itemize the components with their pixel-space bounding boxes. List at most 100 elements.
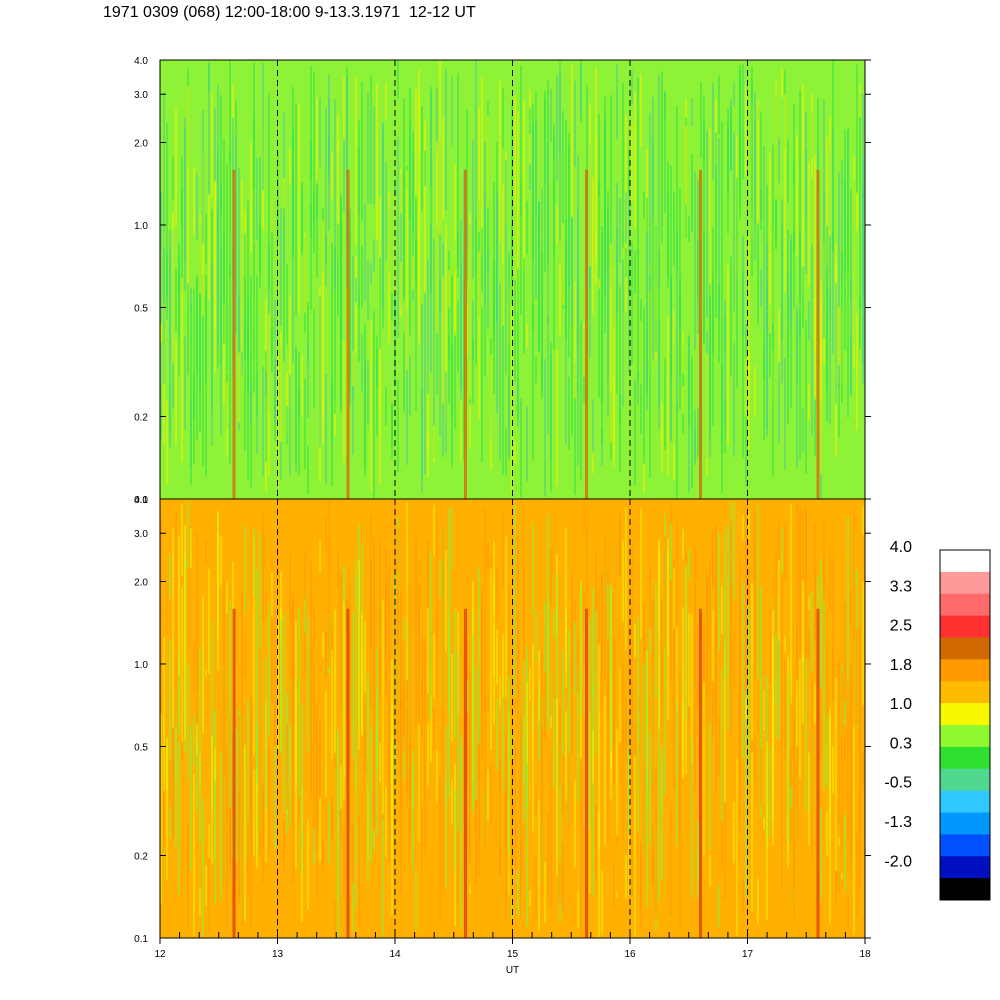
texture-streak (730, 256, 732, 377)
texture-streak (481, 587, 483, 649)
texture-streak (691, 356, 693, 489)
texture-streak (298, 389, 300, 476)
texture-streak (259, 531, 261, 718)
texture-streak (430, 695, 432, 762)
texture-streak (595, 67, 597, 261)
texture-streak (688, 216, 690, 242)
texture-streak (433, 698, 435, 750)
texture-streak (631, 545, 633, 717)
texture-streak (334, 752, 336, 935)
texture-streak (853, 726, 855, 935)
texture-streak (547, 596, 549, 720)
texture-streak (478, 251, 480, 419)
texture-streak (424, 643, 426, 801)
texture-streak (337, 729, 339, 899)
texture-streak (493, 541, 495, 616)
texture-streak (589, 177, 591, 358)
texture-streak (283, 819, 285, 852)
texture-streak (256, 275, 258, 416)
texture-streak (367, 91, 369, 205)
texture-streak (754, 365, 756, 417)
texture-streak (718, 138, 720, 320)
texture-streak (826, 714, 828, 787)
texture-streak (571, 217, 573, 326)
texture-streak (490, 750, 492, 825)
texture-streak (613, 864, 615, 909)
texture-streak (451, 76, 453, 146)
texture-streak (340, 765, 342, 810)
texture-streak (838, 307, 840, 366)
texture-streak (859, 727, 861, 889)
texture-streak (241, 760, 243, 926)
texture-streak (439, 560, 441, 598)
texture-streak (226, 382, 228, 457)
texture-streak (556, 573, 558, 791)
texture-streak (406, 170, 408, 370)
texture-streak (616, 729, 618, 836)
texture-streak (694, 546, 696, 691)
texture-streak (844, 603, 846, 761)
texture-streak (469, 666, 471, 864)
ytick-label: 2.0 (134, 577, 148, 588)
texture-streak (775, 552, 777, 679)
texture-streak (370, 75, 372, 204)
spike-mark (585, 169, 589, 499)
texture-streak (424, 150, 426, 186)
texture-streak (664, 536, 666, 647)
ytick-label: 3.0 (134, 90, 148, 101)
texture-streak (781, 68, 783, 98)
texture-streak (280, 619, 282, 754)
texture-streak (652, 302, 654, 359)
texture-streak (244, 525, 246, 613)
texture-streak (601, 427, 603, 467)
texture-streak (325, 515, 327, 551)
texture-streak (415, 88, 417, 195)
texture-streak (325, 107, 327, 287)
texture-streak (442, 276, 444, 404)
texture-streak (175, 339, 177, 444)
ytick-label: 0.1 (134, 934, 148, 945)
texture-streak (679, 739, 681, 926)
texture-streak (763, 145, 765, 333)
texture-streak (565, 119, 567, 311)
texture-streak (352, 824, 354, 898)
texture-streak (313, 828, 315, 866)
spike-mark (699, 608, 702, 938)
texture-streak (400, 696, 402, 894)
texture-streak (385, 386, 387, 426)
texture-streak (643, 191, 645, 219)
texture-streak (532, 644, 534, 832)
texture-streak (475, 218, 477, 365)
texture-streak (571, 64, 573, 216)
texture-streak (667, 538, 669, 568)
texture-streak (613, 329, 615, 467)
texture-streak (442, 709, 444, 899)
texture-streak (532, 103, 534, 262)
texture-streak (517, 268, 519, 419)
texture-streak (286, 725, 288, 810)
texture-streak (304, 590, 306, 634)
texture-streak (226, 746, 228, 829)
texture-streak (697, 239, 699, 298)
texture-streak (259, 156, 261, 272)
texture-streak (331, 242, 333, 443)
texture-streak (385, 786, 387, 858)
texture-streak (343, 828, 345, 899)
texture-streak (487, 114, 489, 208)
texture-streak (163, 247, 165, 384)
texture-streak (559, 263, 561, 336)
texture-streak (700, 81, 702, 159)
texture-streak (226, 830, 228, 930)
texture-streak (607, 207, 609, 416)
texture-streak (364, 324, 366, 468)
texture-streak (229, 602, 231, 809)
texture-streak (364, 693, 366, 772)
texture-streak (238, 168, 240, 356)
ytick-label: 0.1 (134, 495, 148, 506)
texture-streak (502, 262, 504, 475)
texture-streak (556, 349, 558, 487)
texture-streak (643, 662, 645, 855)
texture-streak (319, 798, 321, 862)
texture-streak (745, 89, 747, 176)
texture-streak (661, 403, 663, 473)
